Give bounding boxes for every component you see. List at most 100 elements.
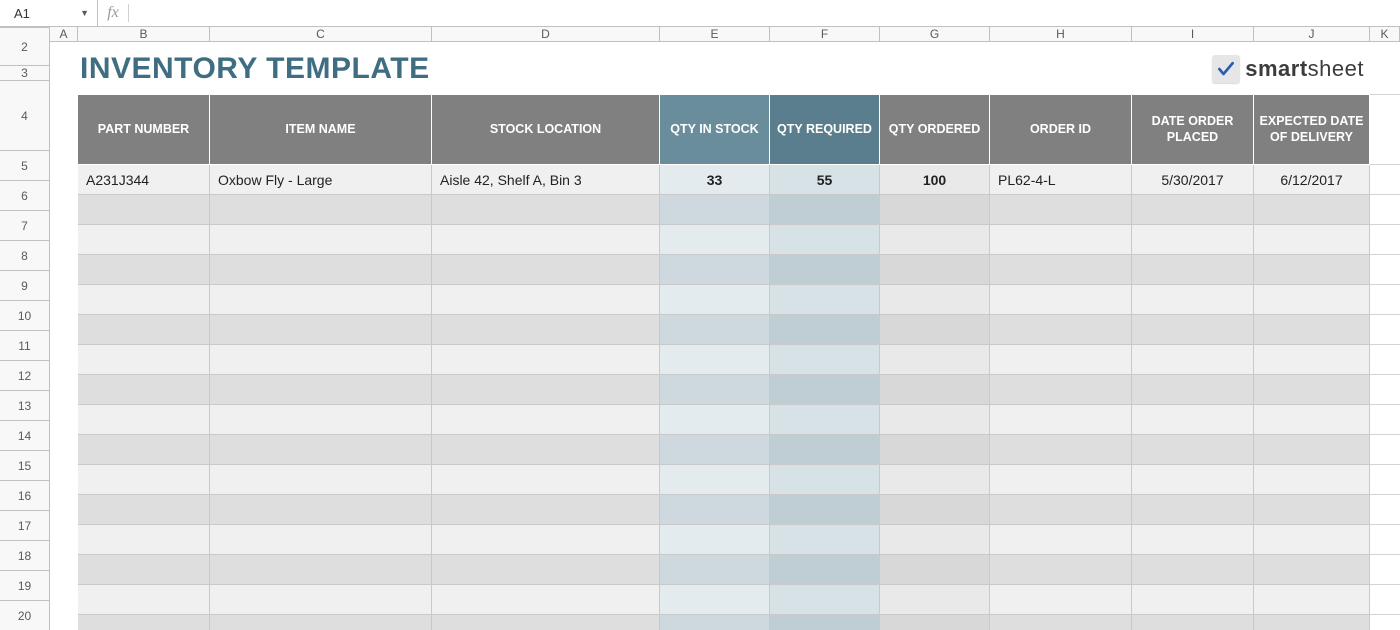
table-cell-empty[interactable] xyxy=(880,285,990,315)
table-cell-empty[interactable] xyxy=(210,255,432,285)
table-cell-empty[interactable] xyxy=(990,585,1132,615)
table-cell-empty[interactable] xyxy=(1254,315,1370,345)
table-header[interactable]: ORDER ID xyxy=(990,95,1132,165)
table-cell-empty[interactable] xyxy=(210,405,432,435)
column-header-J[interactable]: J xyxy=(1254,27,1370,42)
table-cell-empty[interactable] xyxy=(1132,195,1254,225)
table-cell[interactable]: 6/12/2017 xyxy=(1254,165,1370,195)
table-cell-empty[interactable] xyxy=(210,585,432,615)
table-header[interactable]: DATE ORDER PLACED xyxy=(1132,95,1254,165)
table-cell-empty[interactable] xyxy=(432,255,660,285)
table-cell-empty[interactable] xyxy=(78,465,210,495)
table-cell-empty[interactable] xyxy=(432,465,660,495)
table-cell-empty[interactable] xyxy=(770,495,880,525)
name-box[interactable]: A1 ▼ xyxy=(0,0,98,26)
table-cell-empty[interactable] xyxy=(210,555,432,585)
table-cell-empty[interactable] xyxy=(770,465,880,495)
table-cell-empty[interactable] xyxy=(432,495,660,525)
table-cell-empty[interactable] xyxy=(660,615,770,630)
table-cell-empty[interactable] xyxy=(1254,225,1370,255)
table-cell-empty[interactable] xyxy=(880,615,990,630)
table-cell[interactable]: 55 xyxy=(770,165,880,195)
table-cell-empty[interactable] xyxy=(432,615,660,630)
table-cell-empty[interactable] xyxy=(770,225,880,255)
table-cell-empty[interactable] xyxy=(770,405,880,435)
row-header-8[interactable]: 8 xyxy=(0,241,50,271)
table-cell-empty[interactable] xyxy=(432,225,660,255)
table-cell-empty[interactable] xyxy=(660,375,770,405)
table-cell-empty[interactable] xyxy=(990,315,1132,345)
table-cell-empty[interactable] xyxy=(1132,345,1254,375)
table-cell-empty[interactable] xyxy=(1254,495,1370,525)
table-cell-empty[interactable] xyxy=(660,315,770,345)
table-cell-empty[interactable] xyxy=(432,585,660,615)
table-cell-empty[interactable] xyxy=(78,405,210,435)
row-header-20[interactable]: 20 xyxy=(0,601,50,630)
grid-body[interactable]: INVENTORY TEMPLATEsmartsheetPART NUMBERI… xyxy=(50,42,1400,630)
table-cell-empty[interactable] xyxy=(990,555,1132,585)
row-header-2[interactable]: 2 xyxy=(0,28,50,66)
table-cell-empty[interactable] xyxy=(770,345,880,375)
column-header-D[interactable]: D xyxy=(432,27,660,42)
table-cell-empty[interactable] xyxy=(1132,435,1254,465)
table-cell-empty[interactable] xyxy=(1132,405,1254,435)
table-cell-empty[interactable] xyxy=(432,555,660,585)
table-cell-empty[interactable] xyxy=(1254,345,1370,375)
table-cell-empty[interactable] xyxy=(1132,285,1254,315)
table-cell-empty[interactable] xyxy=(210,285,432,315)
table-cell-empty[interactable] xyxy=(78,495,210,525)
table-header[interactable]: EXPECTED DATE OF DELIVERY xyxy=(1254,95,1370,165)
table-cell-empty[interactable] xyxy=(660,495,770,525)
column-header-C[interactable]: C xyxy=(210,27,432,42)
table-cell-empty[interactable] xyxy=(1132,465,1254,495)
table-cell-empty[interactable] xyxy=(990,435,1132,465)
table-cell-empty[interactable] xyxy=(210,195,432,225)
table-cell-empty[interactable] xyxy=(880,555,990,585)
table-cell-empty[interactable] xyxy=(78,345,210,375)
table-cell-empty[interactable] xyxy=(990,375,1132,405)
table-cell-empty[interactable] xyxy=(880,345,990,375)
column-header-E[interactable]: E xyxy=(660,27,770,42)
row-header-16[interactable]: 16 xyxy=(0,481,50,511)
table-cell-empty[interactable] xyxy=(1132,375,1254,405)
table-header[interactable]: QTY IN STOCK xyxy=(660,95,770,165)
table-cell-empty[interactable] xyxy=(432,285,660,315)
table-cell-empty[interactable] xyxy=(770,615,880,630)
table-cell-empty[interactable] xyxy=(1132,225,1254,255)
table-cell-empty[interactable] xyxy=(78,435,210,465)
table-cell-empty[interactable] xyxy=(78,285,210,315)
table-cell-empty[interactable] xyxy=(1132,525,1254,555)
table-cell-empty[interactable] xyxy=(210,465,432,495)
table-cell-empty[interactable] xyxy=(770,255,880,285)
row-header-6[interactable]: 6 xyxy=(0,181,50,211)
table-cell-empty[interactable] xyxy=(990,525,1132,555)
column-header-G[interactable]: G xyxy=(880,27,990,42)
table-cell-empty[interactable] xyxy=(990,255,1132,285)
table-header[interactable]: QTY REQUIRED xyxy=(770,95,880,165)
table-cell-empty[interactable] xyxy=(1254,375,1370,405)
table-cell-empty[interactable] xyxy=(1132,555,1254,585)
table-cell[interactable]: 100 xyxy=(880,165,990,195)
table-cell-empty[interactable] xyxy=(1254,405,1370,435)
table-cell-empty[interactable] xyxy=(660,195,770,225)
table-cell-empty[interactable] xyxy=(1254,195,1370,225)
row-header-7[interactable]: 7 xyxy=(0,211,50,241)
table-cell-empty[interactable] xyxy=(880,195,990,225)
table-cell-empty[interactable] xyxy=(990,615,1132,630)
row-header-4[interactable]: 4 xyxy=(0,81,50,151)
table-cell-empty[interactable] xyxy=(432,195,660,225)
column-header-B[interactable]: B xyxy=(78,27,210,42)
row-header-19[interactable]: 19 xyxy=(0,571,50,601)
table-cell-empty[interactable] xyxy=(432,405,660,435)
table-cell-empty[interactable] xyxy=(210,345,432,375)
table-cell-empty[interactable] xyxy=(78,555,210,585)
table-cell-empty[interactable] xyxy=(1132,495,1254,525)
table-cell-empty[interactable] xyxy=(78,585,210,615)
table-cell-empty[interactable] xyxy=(990,195,1132,225)
row-header-18[interactable]: 18 xyxy=(0,541,50,571)
table-cell-empty[interactable] xyxy=(1254,285,1370,315)
table-cell-empty[interactable] xyxy=(880,435,990,465)
table-cell-empty[interactable] xyxy=(770,435,880,465)
row-header-15[interactable]: 15 xyxy=(0,451,50,481)
table-cell-empty[interactable] xyxy=(880,315,990,345)
